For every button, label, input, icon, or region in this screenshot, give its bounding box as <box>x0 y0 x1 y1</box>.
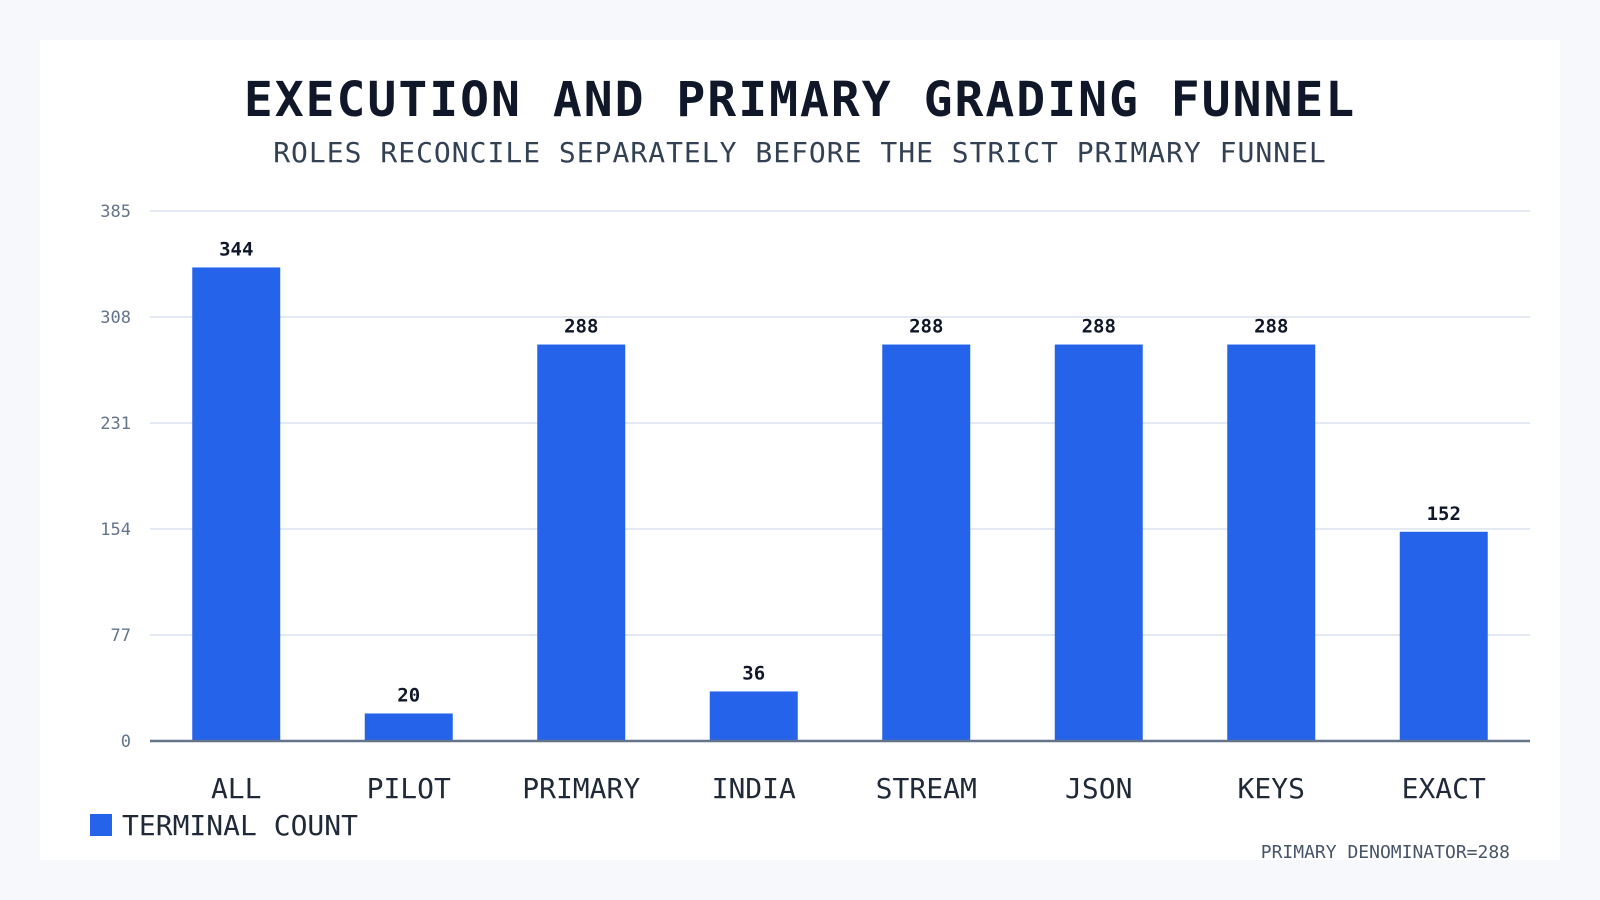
y-tick-label-231: 231 <box>100 414 131 434</box>
data-label-keys: 288 <box>1254 316 1288 338</box>
chart-title: EXECUTION AND PRIMARY GRADING FUNNEL <box>243 72 1357 128</box>
bar-all <box>192 267 281 741</box>
data-label-exact: 152 <box>1427 503 1461 525</box>
y-tick-label-385: 385 <box>100 202 131 222</box>
chart-subtitle: ROLES RECONCILE SEPARATELY BEFORE THE ST… <box>273 136 1327 169</box>
bar-keys <box>1227 344 1316 741</box>
bar-india <box>709 691 798 741</box>
x-tick-label-pilot: PILOT <box>367 772 451 805</box>
x-tick-label-exact: EXACT <box>1402 772 1486 805</box>
bar-pilot <box>364 713 453 741</box>
data-label-pilot: 20 <box>397 684 420 706</box>
x-tick-label-stream: STREAM <box>876 772 977 805</box>
legend-swatch <box>90 814 112 836</box>
legend: TERMINAL COUNT <box>90 808 359 842</box>
bar-stream <box>882 344 971 741</box>
x-tick-label-keys: KEYS <box>1238 772 1305 805</box>
data-label-stream: 288 <box>909 316 943 338</box>
x-tick-label-all: ALL <box>211 772 262 805</box>
bar-json <box>1054 344 1143 741</box>
x-tick-label-json: JSON <box>1065 772 1132 805</box>
data-label-india: 36 <box>742 662 765 684</box>
x-tick-label-primary: PRIMARY <box>522 772 640 805</box>
y-tick-label-308: 308 <box>100 308 131 328</box>
data-label-json: 288 <box>1082 316 1116 338</box>
y-tick-label-0: 0 <box>121 732 131 752</box>
legend-label: TERMINAL COUNT <box>122 808 359 842</box>
y-tick-label-154: 154 <box>100 520 131 540</box>
x-tick-label-india: INDIA <box>712 772 796 805</box>
data-label-all: 344 <box>219 238 253 260</box>
annotation-primary-denominator: PRIMARY DENOMINATOR=288 <box>1260 842 1510 863</box>
data-label-primary: 288 <box>564 316 598 338</box>
bar-exact <box>1399 531 1488 741</box>
y-tick-label-77: 77 <box>111 626 131 646</box>
bar-primary <box>537 344 626 741</box>
